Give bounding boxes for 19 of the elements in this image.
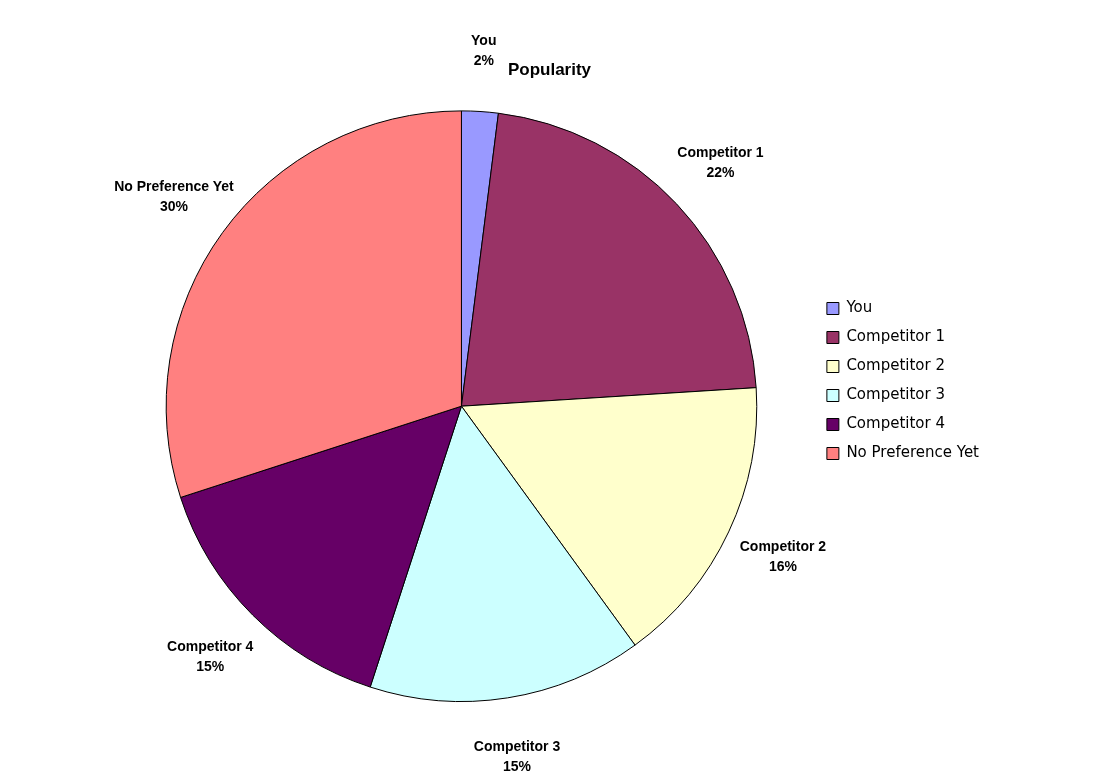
- slice-label: Competitor 4: [167, 638, 254, 655]
- data-label: 15%: [503, 757, 532, 772]
- data-label: 22%: [706, 163, 735, 180]
- data-label: 30%: [159, 198, 189, 215]
- legend-label: Competitor 4: [846, 414, 945, 433]
- data-label: 15%: [196, 658, 225, 675]
- legend-label: You: [845, 298, 873, 317]
- slice-label: Competitor 1: [677, 143, 764, 160]
- slice-label: Competitor 3: [473, 737, 561, 754]
- data-label: 2%: [473, 52, 495, 69]
- slice-label: No Preference Yet: [114, 178, 235, 195]
- legend-label: No Preference Yet: [846, 443, 980, 462]
- legend-label: Competitor 3: [846, 385, 945, 404]
- slice-label: You: [471, 32, 497, 49]
- legend-label: Competitor 2: [846, 356, 945, 375]
- legend-label: Competitor 1: [846, 327, 945, 346]
- slice-label: Competitor 2: [739, 538, 827, 555]
- data-label: 16%: [768, 558, 798, 575]
- text: Popularity: [507, 59, 592, 79]
